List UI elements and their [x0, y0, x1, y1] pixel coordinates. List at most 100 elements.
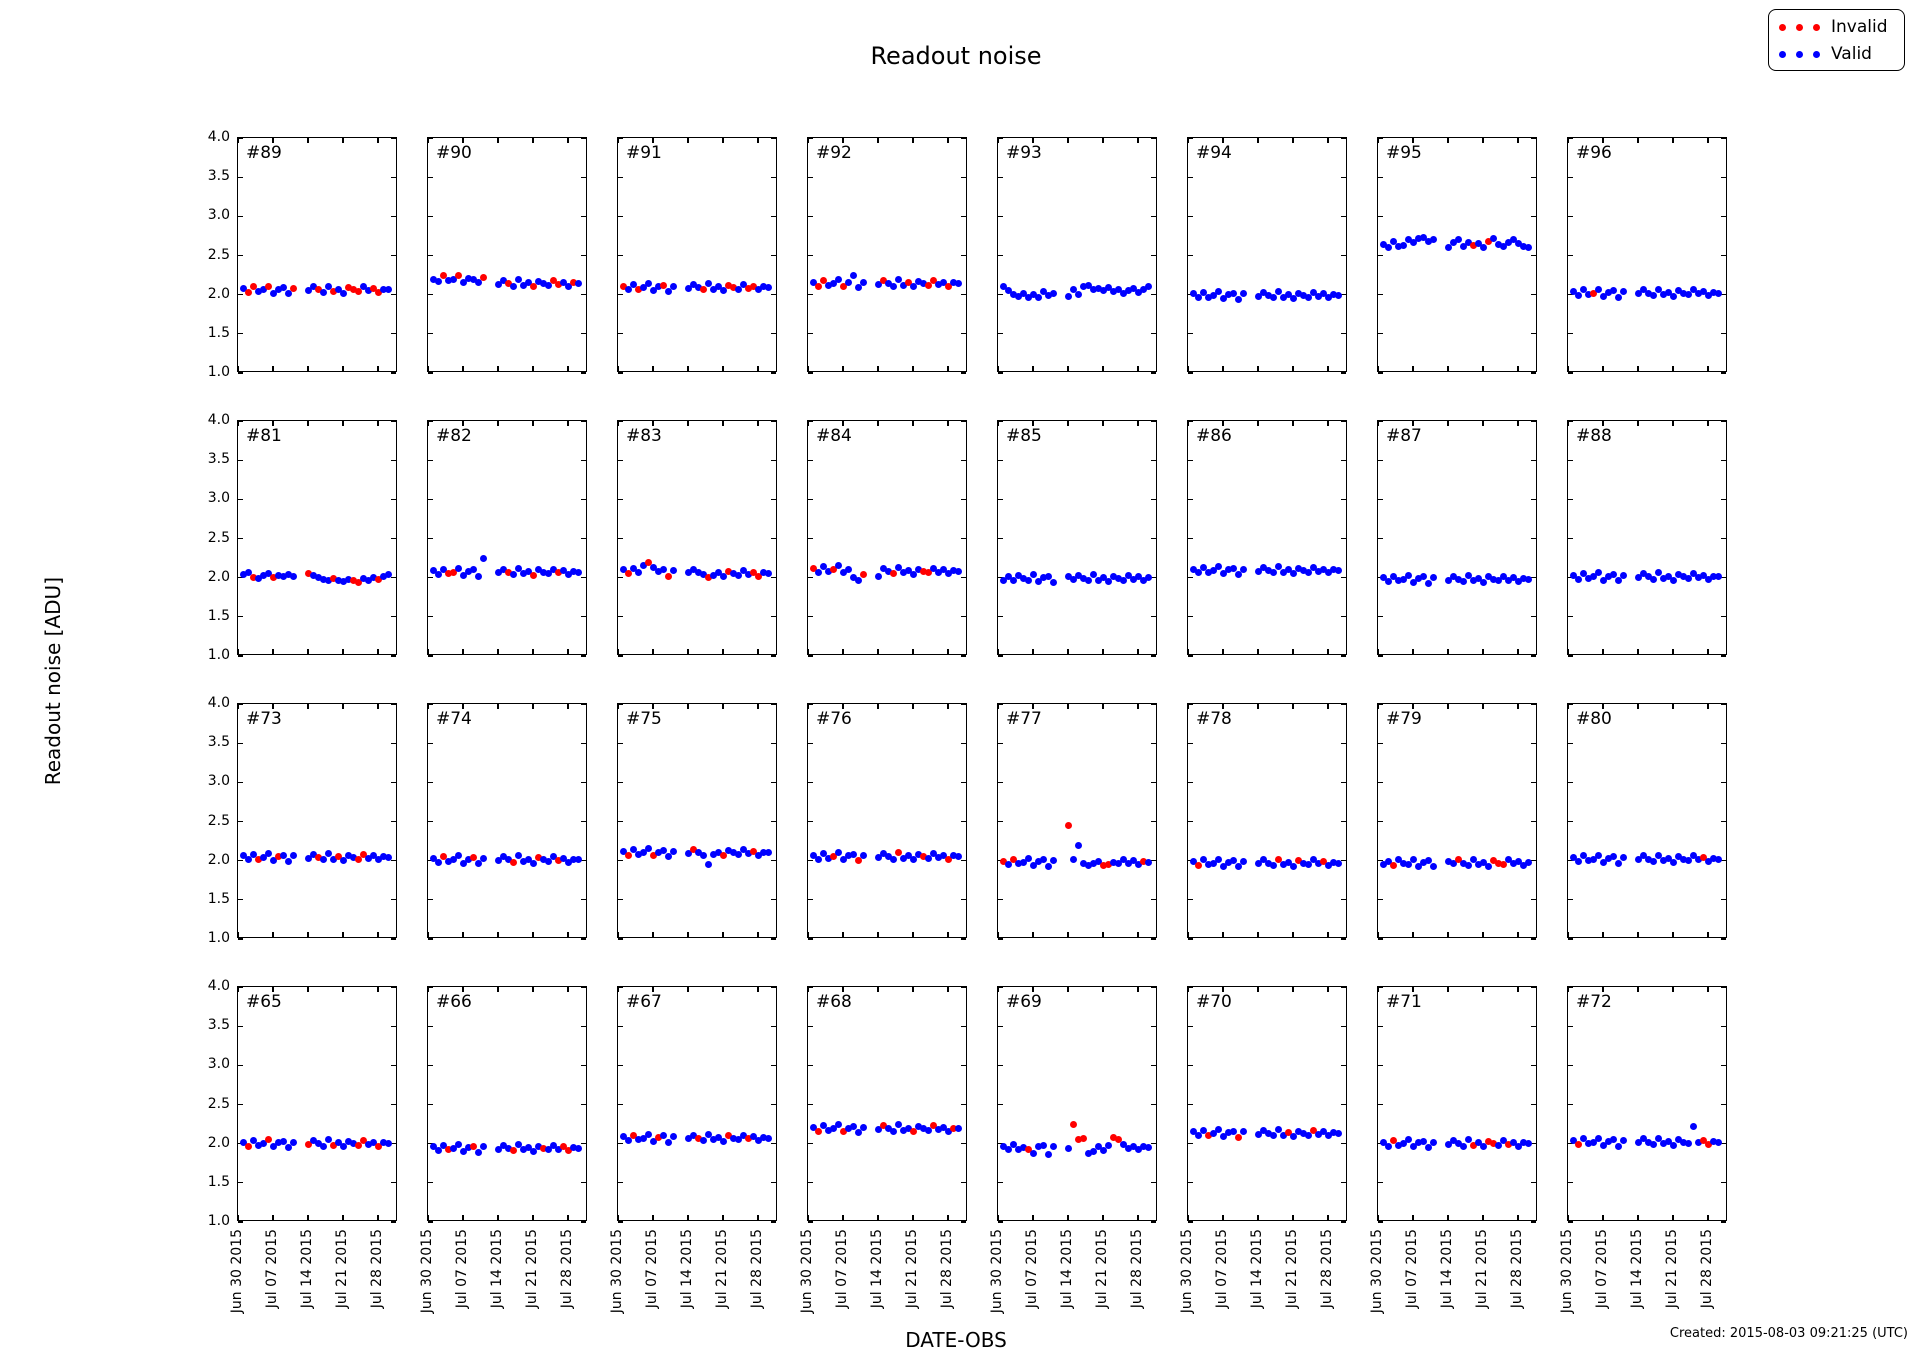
y-tick-mark — [1568, 655, 1573, 657]
y-tick-mark — [618, 537, 623, 540]
y-tick-mark — [808, 616, 813, 618]
x-tick-mark — [342, 1215, 344, 1220]
y-tick-mark — [771, 294, 776, 296]
data-point-valid — [499, 1141, 507, 1149]
data-point-valid — [1269, 294, 1277, 302]
data-point-valid — [919, 1125, 927, 1133]
data-point-valid — [1259, 856, 1267, 864]
x-tick-mark — [1517, 649, 1519, 654]
x-tick-mark — [1257, 649, 1259, 654]
x-tick-mark — [342, 704, 344, 709]
panel-label: #87 — [1386, 426, 1422, 446]
y-tick-mark — [581, 1221, 586, 1223]
x-tick-mark — [567, 138, 569, 143]
x-tick-mark — [652, 366, 654, 371]
data-point-valid — [1019, 289, 1027, 297]
data-point-invalid — [274, 853, 282, 861]
y-tick-mark — [1341, 372, 1346, 374]
data-point-valid — [319, 1142, 327, 1150]
y-tick-mark — [808, 459, 813, 461]
data-point-valid — [1104, 1141, 1112, 1149]
data-point-invalid — [244, 1142, 252, 1150]
data-point-valid — [1479, 578, 1487, 586]
data-point-invalid — [1099, 861, 1107, 869]
y-tick-mark — [391, 1221, 396, 1223]
y-tick-mark — [1341, 742, 1346, 744]
data-point-valid — [699, 571, 707, 579]
y-tick-mark — [961, 459, 966, 461]
data-point-valid — [379, 1139, 387, 1147]
data-point-valid — [309, 1137, 317, 1145]
data-point-valid — [844, 279, 852, 287]
data-point-valid — [379, 572, 387, 580]
y-tick-mark — [1378, 1025, 1383, 1027]
data-point-valid — [1114, 285, 1122, 293]
data-point-valid — [894, 563, 902, 571]
x-tick-mark — [1222, 704, 1224, 709]
data-point-valid — [809, 1123, 817, 1131]
y-tick-mark — [808, 1025, 813, 1027]
data-point-invalid — [749, 282, 757, 290]
x-tick-mark — [1067, 366, 1069, 371]
y-tick-mark — [1341, 420, 1346, 422]
data-point-valid — [874, 1126, 882, 1134]
y-tick-mark — [428, 294, 433, 296]
panel-label: #96 — [1576, 143, 1612, 163]
y-tick-mark — [1531, 577, 1536, 579]
y-tick-label: 1.0 — [207, 647, 230, 663]
data-point-valid — [884, 567, 892, 575]
x-tick-mark — [1187, 932, 1189, 937]
data-point-valid — [1419, 573, 1427, 581]
data-point-valid — [1449, 238, 1457, 246]
data-point-valid — [1319, 1128, 1327, 1136]
y-tick-mark — [998, 137, 1003, 139]
data-point-valid — [1084, 1149, 1092, 1157]
x-tick-mark — [997, 704, 999, 709]
x-tick-mark — [1637, 366, 1639, 371]
x-tick-mark — [652, 138, 654, 143]
data-point-valid — [309, 850, 317, 858]
y-tick-mark — [428, 1182, 433, 1184]
x-tick-mark — [377, 421, 379, 426]
y-tick-mark — [581, 333, 586, 335]
subplot-93: #93 — [997, 137, 1157, 374]
data-point-valid — [899, 854, 907, 862]
x-tick-mark — [947, 704, 949, 709]
data-point-valid — [689, 280, 697, 288]
y-tick-mark — [238, 137, 243, 139]
data-point-invalid — [1319, 857, 1327, 865]
data-point-valid — [324, 282, 332, 290]
data-point-invalid — [354, 288, 362, 296]
panel-label: #71 — [1386, 992, 1422, 1012]
data-point-valid — [1584, 574, 1592, 582]
y-tick-mark — [1188, 498, 1193, 500]
x-tick-mark — [1377, 649, 1379, 654]
y-tick-mark — [618, 742, 623, 744]
y-tick-mark — [771, 860, 776, 862]
y-tick-mark — [998, 420, 1003, 422]
data-point-valid — [1399, 575, 1407, 583]
data-point-valid — [619, 847, 627, 855]
y-tick-mark — [618, 372, 623, 374]
y-tick-mark — [1151, 333, 1156, 335]
y-tick-mark — [1568, 537, 1573, 540]
y-tick-mark — [1188, 781, 1193, 783]
x-tick-mark — [807, 704, 809, 709]
data-point-valid — [519, 281, 527, 289]
data-point-valid — [1464, 571, 1472, 579]
x-tick-mark — [427, 1215, 429, 1220]
y-tick-mark — [618, 459, 623, 461]
data-point-valid — [944, 570, 952, 578]
data-point-valid — [1594, 285, 1602, 293]
x-tick-mark — [272, 1215, 274, 1220]
data-point-valid — [844, 1124, 852, 1132]
data-point-valid — [1199, 1126, 1207, 1134]
data-point-valid — [949, 852, 957, 860]
x-tick-mark — [1377, 138, 1379, 143]
data-point-valid — [1324, 294, 1332, 302]
data-point-valid — [834, 1121, 842, 1129]
data-point-valid — [364, 576, 372, 584]
data-point-valid — [739, 567, 747, 575]
data-point-valid — [819, 1122, 827, 1130]
data-point-invalid — [359, 1137, 367, 1145]
